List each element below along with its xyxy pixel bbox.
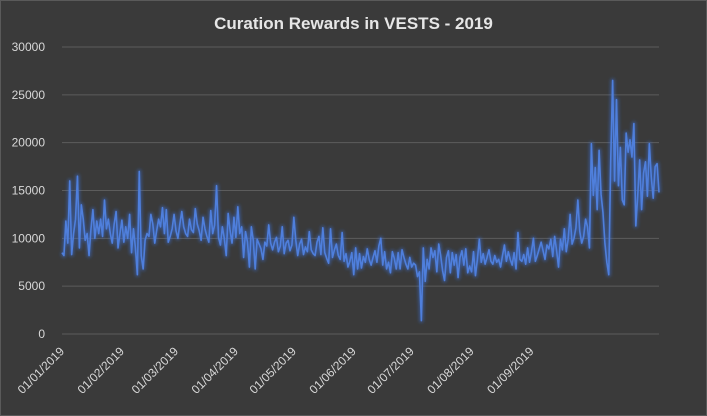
series-lines	[60, 78, 661, 323]
x-tick-label: 01/02/2019	[75, 344, 128, 397]
y-tick-label: 10000	[12, 231, 46, 245]
chart-title: Curation Rewards in VESTS - 2019	[214, 14, 493, 33]
x-tick-label: 01/04/2019	[189, 344, 242, 397]
y-tick-label: 20000	[12, 136, 46, 150]
y-tick-label: 0	[38, 327, 45, 341]
series-line	[61, 79, 660, 322]
y-tick-label: 30000	[12, 40, 46, 54]
series-line-glow	[60, 78, 661, 323]
gridlines	[62, 46, 659, 335]
y-tick-label: 5000	[18, 279, 45, 293]
y-axis-ticks: 0 5000 10000 15000 20000 25000 30000	[12, 40, 46, 341]
x-tick-label: 01/05/2019	[247, 344, 300, 397]
x-tick-label: 01/07/2019	[364, 344, 417, 397]
x-tick-label: 01/08/2019	[424, 344, 477, 397]
x-tick-label: 01/03/2019	[129, 344, 182, 397]
x-tick-label: 01/01/2019	[15, 344, 68, 397]
y-tick-label: 15000	[12, 184, 46, 198]
y-tick-label: 25000	[12, 88, 46, 102]
x-tick-label: 01/09/2019	[484, 344, 537, 397]
x-tick-label: 01/06/2019	[306, 344, 359, 397]
x-axis-ticks: 01/01/2019 01/02/2019 01/03/2019 01/04/2019…	[15, 344, 537, 397]
